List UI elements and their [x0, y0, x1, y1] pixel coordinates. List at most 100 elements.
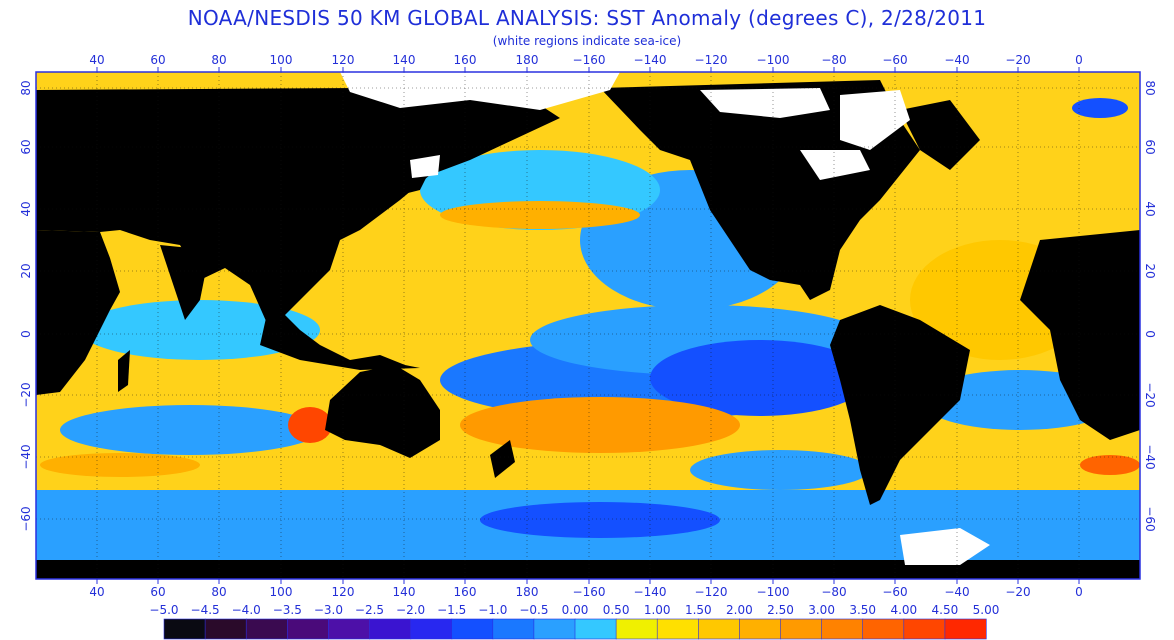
colorbar-swatch	[286, 618, 329, 640]
map-gridlines	[36, 72, 1140, 579]
colorbar-swatch	[903, 618, 946, 640]
lon-label: 120	[332, 53, 355, 67]
lat-label: −60	[1143, 506, 1157, 531]
colorbar-swatch	[204, 618, 247, 640]
colorbar-label: 4.00	[890, 603, 917, 617]
colorbar-swatch	[410, 618, 453, 640]
colorbar-label: 4.50	[932, 603, 959, 617]
colorbar-label: 3.50	[849, 603, 876, 617]
lon-labels-top: 40 60 80 100 120 140 160 180 −160 −140 −…	[89, 53, 1082, 67]
lon-label: −120	[695, 585, 728, 599]
lon-label: 160	[454, 53, 477, 67]
lon-labels-bottom: 40 60 80 100 120 140 160 180 −160 −140 −…	[89, 585, 1082, 599]
colorbar-label: 2.50	[767, 603, 794, 617]
colorbar-swatch	[163, 618, 206, 640]
lon-label: −100	[757, 53, 790, 67]
colorbar-label: 5.00	[973, 603, 1000, 617]
colorbar-label: −1.5	[437, 603, 466, 617]
lon-label: −20	[1005, 585, 1030, 599]
lat-label: −20	[1143, 382, 1157, 407]
lon-label: 180	[516, 585, 539, 599]
colorbar-swatch	[697, 618, 740, 640]
lon-label: −20	[1005, 53, 1030, 67]
lat-label: 40	[19, 201, 33, 216]
lon-label: −140	[634, 585, 667, 599]
lon-label: −60	[882, 53, 907, 67]
colorbar-label: 1.00	[644, 603, 671, 617]
colorbar-swatch	[862, 618, 905, 640]
colorbar: −5.0 −4.5 −4.0 −3.5 −3.0 −2.5 −2.0 −1.5 −1.0 −0.5…	[149, 603, 1000, 640]
lon-label: −100	[757, 585, 790, 599]
colorbar-label: −1.0	[478, 603, 507, 617]
colorbar-swatch	[821, 618, 864, 640]
colorbar-label: −3.0	[314, 603, 343, 617]
colorbar-label: −5.0	[149, 603, 178, 617]
colorbar-label: 3.00	[808, 603, 835, 617]
lat-label: −60	[19, 506, 33, 531]
lat-labels-left: 80 60 40 20 0 −20 −40 −60	[19, 80, 33, 531]
colorbar-label: 0.50	[603, 603, 630, 617]
lon-label: 100	[270, 53, 293, 67]
map-title: NOAA/NESDIS 50 KM GLOBAL ANALYSIS: SST A…	[187, 6, 987, 30]
lon-label: −120	[695, 53, 728, 67]
lon-label: 180	[516, 53, 539, 67]
lon-label: 140	[393, 585, 416, 599]
lon-label: 80	[211, 53, 226, 67]
lon-label: −40	[944, 585, 969, 599]
lat-label: −20	[19, 382, 33, 407]
lat-label: 20	[1143, 263, 1157, 278]
colorbar-label: −2.0	[396, 603, 425, 617]
lon-label: −160	[573, 53, 606, 67]
lon-label: 60	[150, 53, 165, 67]
colorbar-swatch	[656, 618, 699, 640]
lat-label: 80	[1143, 80, 1157, 95]
colorbar-swatch	[492, 618, 535, 640]
colorbar-swatch	[615, 618, 658, 640]
colorbar-swatch	[944, 618, 987, 640]
lat-label: 60	[1143, 139, 1157, 154]
colorbar-label: −4.5	[191, 603, 220, 617]
lon-label: 40	[89, 585, 104, 599]
tick-marks	[96, 67, 1080, 584]
colorbar-swatch	[739, 618, 782, 640]
colorbar-label: −4.0	[232, 603, 261, 617]
lat-label: 40	[1143, 201, 1157, 216]
lat-label: 60	[19, 139, 33, 154]
map-subtitle: (white regions indicate sea-ice)	[492, 34, 682, 48]
lat-label: 80	[19, 80, 33, 95]
lat-label: −40	[19, 444, 33, 469]
lat-labels-right: 80 60 40 20 0 −20 −40 −60	[1143, 80, 1157, 531]
colorbar-swatch	[369, 618, 412, 640]
colorbar-label: −3.5	[273, 603, 302, 617]
colorbar-swatch	[451, 618, 494, 640]
lon-label: −60	[882, 585, 907, 599]
lon-label: 160	[454, 585, 477, 599]
sea-ice	[340, 72, 990, 565]
colorbar-swatch	[245, 618, 288, 640]
colorbar-swatch	[574, 618, 617, 640]
colorbar-swatch	[533, 618, 576, 640]
lon-label: −80	[821, 53, 846, 67]
lon-label: −40	[944, 53, 969, 67]
lon-label: 0	[1075, 585, 1083, 599]
colorbar-label: 0.00	[562, 603, 589, 617]
map-frame	[35, 71, 1141, 580]
lon-label: 60	[150, 585, 165, 599]
lon-label: −80	[821, 585, 846, 599]
colorbar-swatch	[780, 618, 823, 640]
lat-label: 0	[19, 330, 33, 338]
lon-label: 120	[332, 585, 355, 599]
lat-label: 20	[19, 263, 33, 278]
lon-label: 40	[89, 53, 104, 67]
lon-label: 0	[1075, 53, 1083, 67]
lon-label: 140	[393, 53, 416, 67]
lat-label: −40	[1143, 444, 1157, 469]
lat-label: 0	[1143, 330, 1157, 338]
colorbar-swatch	[328, 618, 371, 640]
colorbar-label: −0.5	[519, 603, 548, 617]
colorbar-label: 2.00	[726, 603, 753, 617]
colorbar-label: −2.5	[355, 603, 384, 617]
lon-label: 80	[211, 585, 226, 599]
lon-label: −140	[634, 53, 667, 67]
